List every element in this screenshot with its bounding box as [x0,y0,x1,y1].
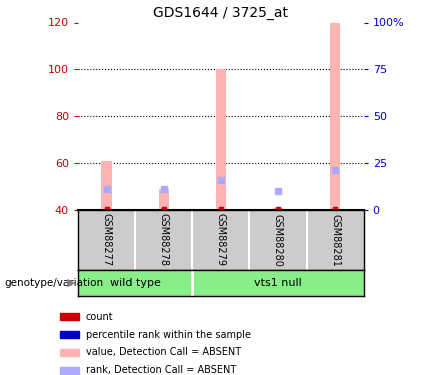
Bar [60,331,79,338]
Text: ▶: ▶ [67,278,76,288]
Text: GSM88277: GSM88277 [101,213,112,267]
Bar [101,161,112,210]
Text: value, Detection Call = ABSENT: value, Detection Call = ABSENT [86,348,241,357]
Text: count: count [86,312,113,321]
Text: GSM88280: GSM88280 [273,213,283,266]
Text: genotype/variation: genotype/variation [4,278,103,288]
Bar [330,22,340,210]
Title: GDS1644 / 3725_at: GDS1644 / 3725_at [153,6,288,20]
Text: percentile rank within the sample: percentile rank within the sample [86,330,251,339]
Bar [60,349,79,356]
Bar [273,208,283,210]
Text: rank, Detection Call = ABSENT: rank, Detection Call = ABSENT [86,366,236,375]
Bar [60,367,79,374]
Text: wild type: wild type [110,278,161,288]
Text: GSM88281: GSM88281 [330,213,340,266]
Text: vts1 null: vts1 null [254,278,302,288]
Text: GSM88279: GSM88279 [216,213,226,267]
Text: GSM88278: GSM88278 [158,213,169,267]
Bar [158,189,169,210]
Bar [60,313,79,320]
Bar [216,69,226,210]
